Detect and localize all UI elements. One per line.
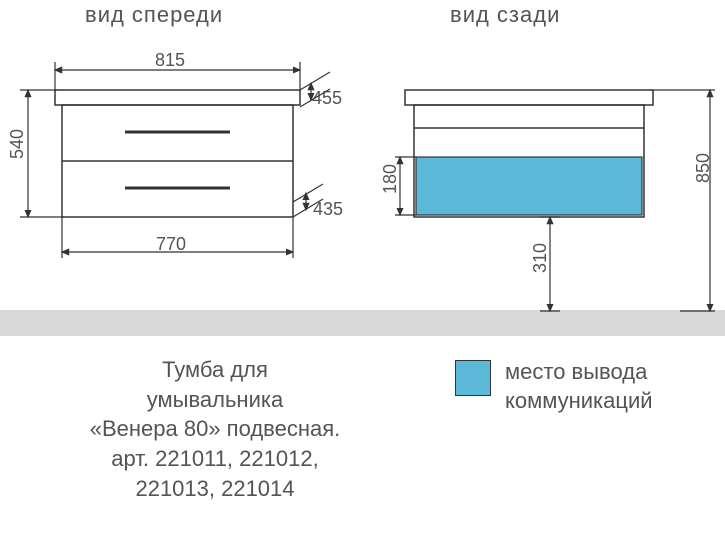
technical-drawing: вид спереди вид сзади 815 770 540 455 43… bbox=[0, 0, 725, 549]
drawing-svg bbox=[0, 0, 725, 549]
